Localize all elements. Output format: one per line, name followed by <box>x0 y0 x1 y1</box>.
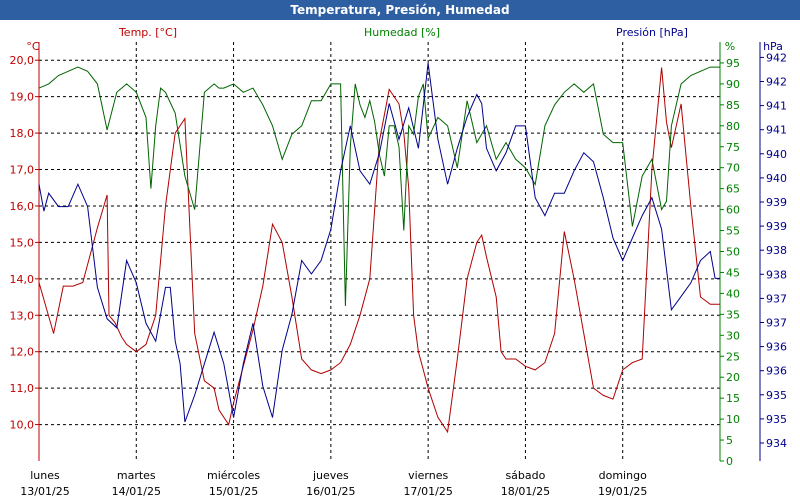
pressure-tick-label: 941 <box>766 100 787 113</box>
date-label: 19/01/25 <box>598 485 647 498</box>
day-label: viernes <box>408 469 448 482</box>
chart-title: Temperatura, Presión, Humedad <box>290 3 509 17</box>
pressure-tick-label: 938 <box>766 244 787 257</box>
temp-series-line <box>38 67 720 434</box>
pressure-tick-label: 936 <box>766 365 787 378</box>
humidity-tick-label: 90 <box>726 78 740 91</box>
series-lines <box>38 63 720 434</box>
temp-tick-label: 17,0 <box>10 164 35 177</box>
temp-tick-label: 11,0 <box>10 382 35 395</box>
date-label: 13/01/25 <box>20 485 69 498</box>
humidity-tick-label: 80 <box>726 120 740 133</box>
day-label: lunes <box>30 469 60 482</box>
temp-tick-label: 13,0 <box>10 309 35 322</box>
date-label: 15/01/25 <box>209 485 258 498</box>
temp-tick-label: 14,0 <box>10 273 35 286</box>
day-label: jueves <box>312 469 349 482</box>
pressure-tick-label: 936 <box>766 341 787 354</box>
humidity-tick-label: 45 <box>726 266 740 279</box>
day-label: domingo <box>599 469 647 482</box>
humidity-tick-label: 15 <box>726 392 740 405</box>
humidity-axis-label: Humedad [%] <box>364 26 440 39</box>
humidity-tick-label: 70 <box>726 162 740 175</box>
humidity-tick-label: 30 <box>726 329 740 342</box>
temp-tick-label: 15,0 <box>10 236 35 249</box>
pressure-axis-label: Presión [hPa] <box>616 26 688 39</box>
pressure-unit: hPa <box>763 40 783 53</box>
date-label: 18/01/25 <box>501 485 550 498</box>
temp-tick-label: 19,0 <box>10 91 35 104</box>
day-label: martes <box>117 469 156 482</box>
x-axis-labels: lunes 13/01/25 martes 14/01/25 miércoles 15/0… <box>20 469 647 498</box>
humidity-tick-label: 60 <box>726 204 740 217</box>
humidity-tick-label: 55 <box>726 225 740 238</box>
temp-tick-label: 20,0 <box>10 54 35 67</box>
humidity-tick-label: 20 <box>726 371 740 384</box>
temp-tick-label: 12,0 <box>10 346 35 359</box>
pressure-tick-label: 937 <box>766 292 787 305</box>
humidity-tick-label: 35 <box>726 308 740 321</box>
humidity-tick-label: 95 <box>726 57 740 70</box>
pressure-tick-label: 934 <box>766 437 787 450</box>
temp-tick-label: 18,0 <box>10 127 35 140</box>
humidity-tick-label: 5 <box>726 434 733 447</box>
pressure-tick-label: 935 <box>766 413 787 426</box>
humidity-tick-label: 75 <box>726 141 740 154</box>
pressure-tick-label: 939 <box>766 196 787 209</box>
pressure-tick-label: 942 <box>766 76 787 89</box>
pressure-tick-label: 941 <box>766 124 787 137</box>
humidity-tick-label: 25 <box>726 350 740 363</box>
tick-labels: 10,0 11,0 12,0 13,0 14,0 15,0 16,0 17,0 18,0 19,0… <box>10 51 788 468</box>
title-bar <box>0 0 800 20</box>
humidity-unit: % <box>725 40 735 53</box>
day-label: sábado <box>505 469 545 482</box>
temp-axis-label: Temp. [°C] <box>118 26 177 39</box>
date-label: 14/01/25 <box>112 485 161 498</box>
pressure-tick-label: 938 <box>766 268 787 281</box>
hum-series-line <box>38 66 720 307</box>
pressure-tick-label: 940 <box>766 172 787 185</box>
pressure-tick-label: 939 <box>766 220 787 233</box>
pressure-tick-label: 942 <box>766 51 787 64</box>
pressure-tick-label: 937 <box>766 317 787 330</box>
date-label: 17/01/25 <box>403 485 452 498</box>
temp-tick-label: 10,0 <box>10 419 35 432</box>
temp-tick-label: 16,0 <box>10 200 35 213</box>
humidity-tick-label: 0 <box>726 455 733 468</box>
humidity-tick-label: 40 <box>726 287 740 300</box>
humidity-tick-label: 65 <box>726 183 740 196</box>
humidity-tick-label: 85 <box>726 99 740 112</box>
humidity-tick-label: 50 <box>726 246 740 259</box>
pressure-tick-label: 940 <box>766 148 787 161</box>
pressure-tick-label: 935 <box>766 389 787 402</box>
humidity-tick-label: 10 <box>726 413 740 426</box>
pres-series-line <box>38 63 720 423</box>
temp-unit: °C <box>26 40 40 53</box>
day-label: miércoles <box>207 469 260 482</box>
date-label: 16/01/25 <box>306 485 355 498</box>
